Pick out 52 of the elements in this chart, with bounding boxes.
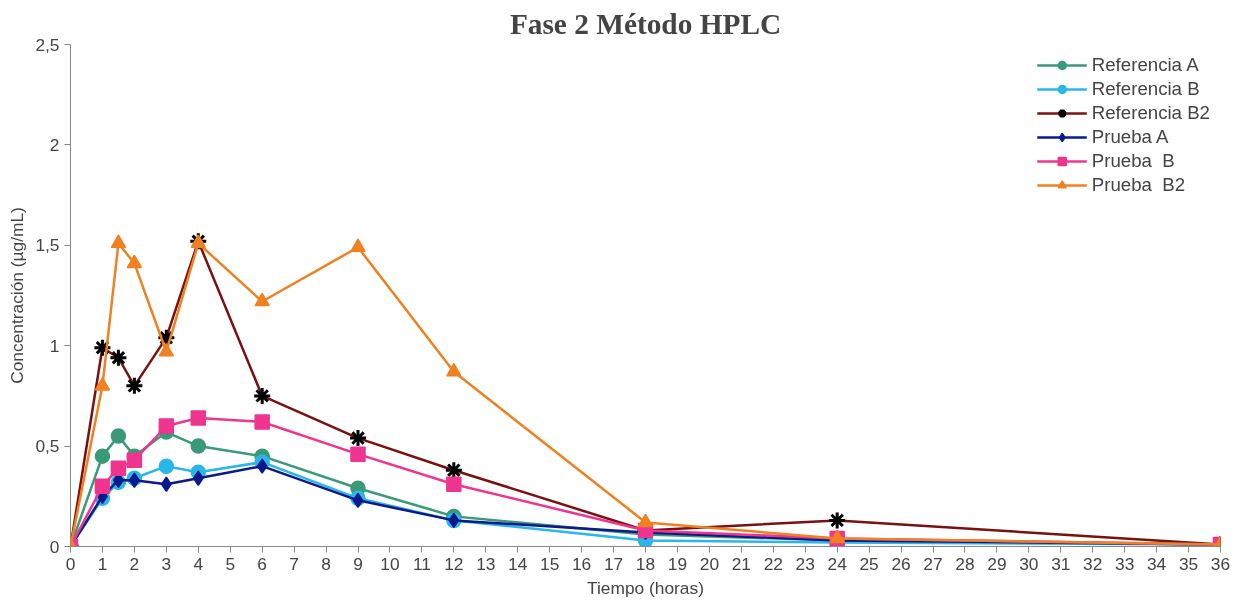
x-tick-label: 34 (1146, 553, 1167, 574)
x-tick-label: 32 (1083, 553, 1103, 574)
x-tick-label: 17 (603, 553, 624, 574)
legend-label: Prueba B2 (1091, 174, 1186, 196)
y-tick-label: 1,5 (35, 235, 60, 256)
chart-title: Fase 2 Método HPLC (509, 7, 782, 40)
x-tick-label: 10 (380, 553, 400, 574)
x-tick-label: 29 (987, 553, 1007, 574)
legend-label: Prueba A (1091, 126, 1169, 148)
x-tick-label: 4 (193, 553, 204, 574)
x-tick-label: 21 (731, 553, 751, 574)
x-tick-label: 28 (955, 553, 975, 574)
x-tick-label: 8 (321, 553, 331, 574)
legend-label: Referencia B2 (1091, 102, 1210, 124)
x-tick-label: 24 (827, 553, 848, 574)
x-tick-label: 31 (1051, 553, 1071, 574)
y-axis-title: Concentración (µg/mL) (7, 207, 28, 384)
x-tick-label: 35 (1178, 553, 1199, 574)
x-tick-label: 12 (444, 553, 464, 574)
x-tick-label: 0 (65, 553, 76, 574)
x-tick-label: 36 (1210, 553, 1231, 574)
x-tick-label: 23 (795, 553, 815, 574)
x-tick-label: 20 (699, 553, 720, 574)
x-tick-label: 7 (289, 553, 299, 574)
x-tick-label: 2 (129, 553, 140, 574)
x-tick-label: 3 (161, 553, 172, 574)
x-tick-label: 5 (225, 553, 236, 574)
x-tick-label: 13 (476, 553, 496, 574)
x-tick-label: 14 (508, 553, 528, 574)
x-tick-label: 1 (97, 553, 108, 574)
y-tick-label: 2 (49, 134, 60, 155)
legend-label: Referencia B (1091, 78, 1200, 100)
x-tick-label: 25 (859, 553, 879, 574)
x-tick-label: 22 (763, 553, 783, 574)
x-tick-label: 19 (667, 553, 688, 574)
x-tick-label: 11 (412, 553, 431, 574)
x-tick-label: 27 (923, 553, 943, 574)
x-tick-label: 15 (540, 553, 560, 574)
legend-label: Prueba B (1091, 150, 1175, 172)
y-tick-label: 0,5 (35, 436, 60, 457)
x-tick-label: 6 (257, 553, 267, 574)
x-tick-label: 30 (1019, 553, 1039, 574)
y-tick-label: 0 (49, 536, 60, 557)
y-tick-label: 2,5 (35, 34, 60, 55)
x-tick-label: 26 (891, 553, 911, 574)
x-tick-label: 18 (635, 553, 656, 574)
y-tick-label: 1 (49, 335, 60, 356)
legend-label: Referencia A (1091, 54, 1199, 76)
x-tick-label: 33 (1115, 553, 1135, 574)
x-tick-label: 16 (571, 553, 592, 574)
x-tick-label: 9 (353, 553, 363, 574)
x-axis-title: Tiempo (horas) (587, 577, 704, 598)
